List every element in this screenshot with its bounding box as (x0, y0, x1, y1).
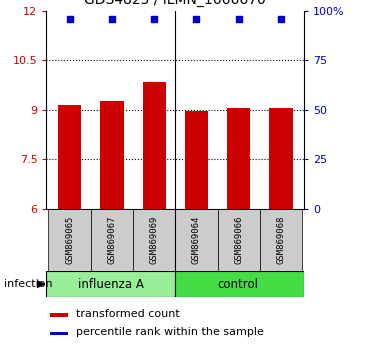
Bar (227, 108, 250, 209)
Bar (175, 271, 304, 297)
Point (67, 16, 73, 22)
Point (278, 16, 284, 22)
Text: GSM869068: GSM869068 (276, 216, 285, 264)
Text: ▶: ▶ (37, 279, 46, 289)
Text: transformed count: transformed count (76, 309, 180, 319)
Text: infection: infection (4, 279, 52, 289)
Text: GSM869065: GSM869065 (65, 216, 74, 264)
Text: GSM869066: GSM869066 (234, 216, 243, 264)
Text: GSM869069: GSM869069 (150, 216, 159, 264)
Bar (91, 209, 133, 271)
Bar (50, 332, 68, 335)
Bar (217, 209, 260, 271)
Title: GDS4825 / ILMN_1666670: GDS4825 / ILMN_1666670 (85, 0, 266, 7)
Bar (185, 112, 208, 209)
Bar (175, 209, 217, 271)
Text: control: control (217, 278, 258, 291)
Text: GSM869064: GSM869064 (192, 216, 201, 264)
Bar (133, 209, 175, 271)
Point (193, 16, 199, 22)
Bar (100, 102, 124, 209)
Bar (49, 209, 91, 271)
Bar (269, 108, 293, 209)
Bar (58, 105, 81, 209)
Bar (50, 313, 68, 317)
Bar (260, 209, 302, 271)
Bar (142, 82, 166, 209)
Text: percentile rank within the sample: percentile rank within the sample (76, 327, 264, 337)
Bar (46, 271, 175, 297)
Text: influenza A: influenza A (78, 278, 144, 291)
Point (109, 16, 115, 22)
Point (236, 16, 242, 22)
Point (151, 16, 157, 22)
Text: GSM869067: GSM869067 (107, 216, 116, 264)
